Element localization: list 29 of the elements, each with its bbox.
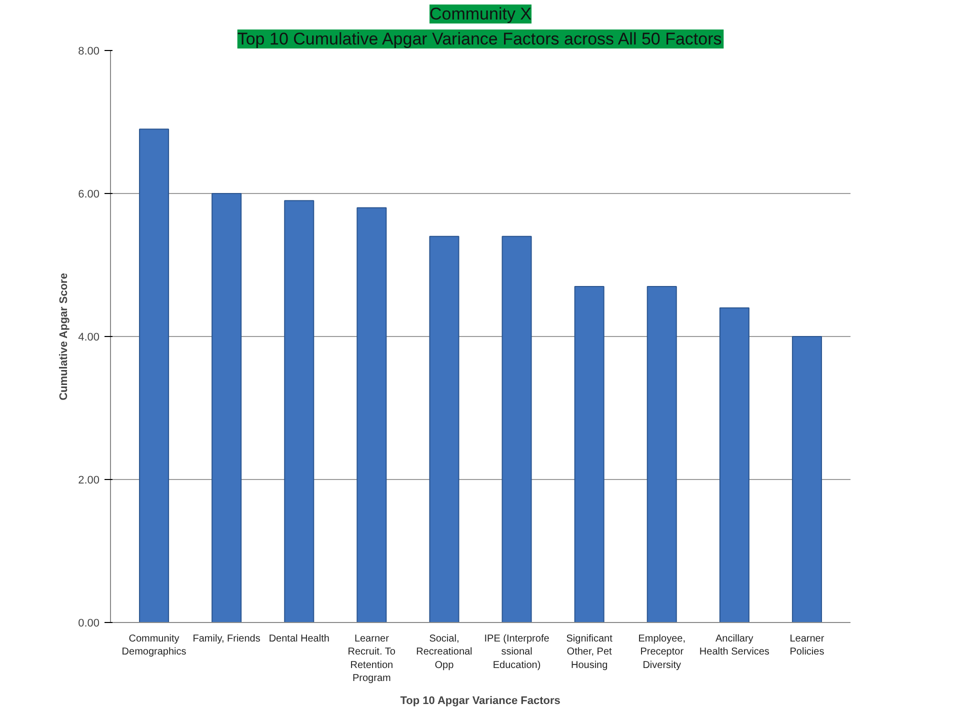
x-tick-label: IPE (Interprofessional Education) bbox=[484, 634, 550, 671]
x-tick-label: Learner Policies bbox=[790, 634, 825, 658]
y-tick-label: 6.00 bbox=[78, 188, 100, 200]
bar bbox=[574, 286, 604, 622]
bar bbox=[646, 286, 677, 622]
chart-subtitle: Top 10 Cumulative Apgar Variance Factors across All 50 Factors bbox=[237, 30, 722, 48]
y-tick-label: 4.00 bbox=[78, 332, 100, 344]
x-tick-label: Dental Health bbox=[268, 634, 330, 644]
x-tick-label: Ancillary Health Services bbox=[699, 634, 770, 658]
y-tick-label: 2.00 bbox=[78, 474, 100, 486]
bar bbox=[139, 128, 170, 622]
y-tick-label: 8.00 bbox=[78, 46, 100, 58]
x-tick-label: Family, Friends bbox=[192, 634, 260, 644]
chart-title: Community X bbox=[429, 4, 532, 24]
bar bbox=[284, 200, 314, 622]
x-axis-title: Top 10 Apgar Variance Factors bbox=[400, 695, 560, 708]
x-tick-label: Social, Recreational Opp bbox=[416, 634, 472, 671]
y-axis-title: Cumulative Apgar Score bbox=[58, 273, 70, 400]
x-tick-label: Significant Other, Pet Housing bbox=[566, 634, 613, 671]
bar bbox=[502, 236, 532, 622]
bar bbox=[719, 307, 750, 622]
bar bbox=[792, 336, 822, 622]
bar bbox=[429, 236, 460, 622]
bar bbox=[212, 193, 242, 622]
x-tick-label: Learner Recruit. To Retention Program bbox=[348, 634, 396, 684]
x-tick-label: Employee, Preceptor Diversity bbox=[638, 634, 686, 671]
bar bbox=[356, 207, 387, 622]
y-tick-label: 0.00 bbox=[78, 618, 100, 630]
x-tick-label: Community Demographics bbox=[122, 634, 186, 658]
